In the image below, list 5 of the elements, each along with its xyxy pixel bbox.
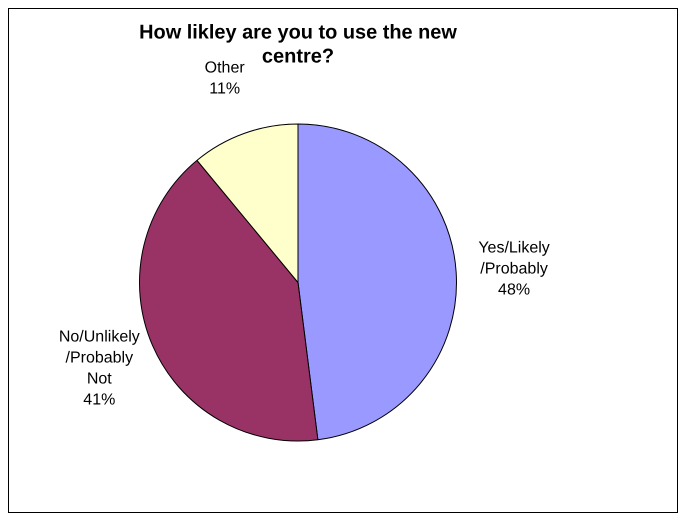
slice-label: Yes/Likely/Probably (478, 239, 550, 278)
data-label: 48% (498, 281, 530, 298)
slice-label: No/Unlikely/Probably Not (58, 328, 140, 388)
data-label: 41% (83, 391, 116, 408)
data-label: 11% (209, 80, 240, 98)
